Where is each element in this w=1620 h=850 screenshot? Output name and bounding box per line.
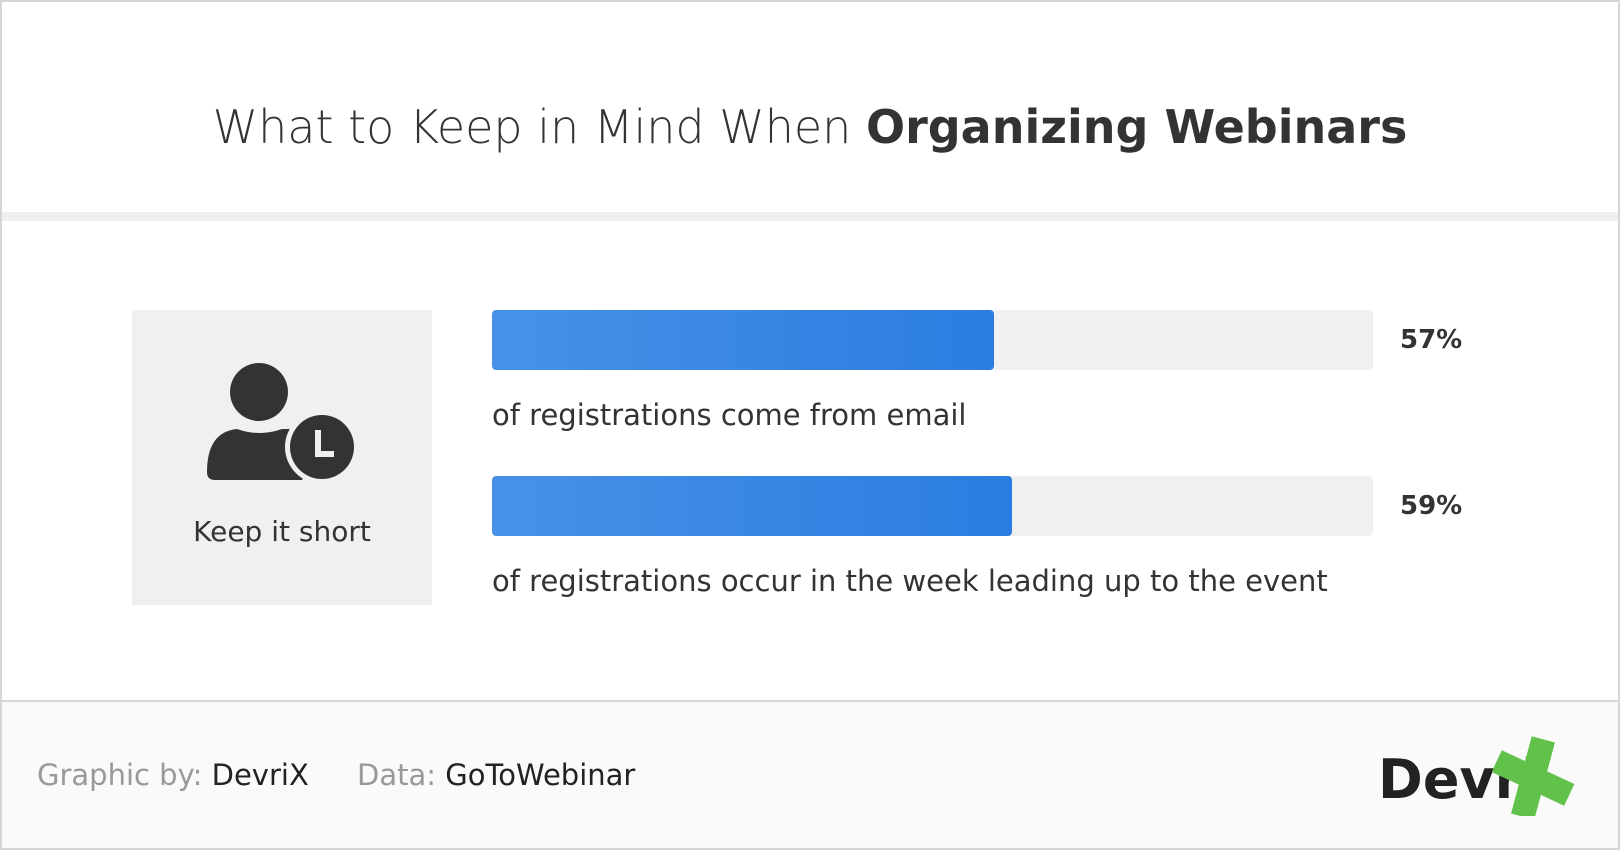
- tip-card: Keep it short: [132, 310, 432, 605]
- graphic-credit-key: Graphic by:: [37, 758, 203, 792]
- data-credit: Data: GoToWebinar: [357, 758, 635, 792]
- bar-value-label: 57%: [1400, 325, 1463, 355]
- data-credit-key: Data:: [357, 758, 437, 792]
- bar-category-label: of registrations occur in the week leadi…: [492, 564, 1328, 598]
- bar-track: [492, 476, 1373, 536]
- card-label: Keep it short: [193, 515, 371, 548]
- title-bold: Organizing Webinars: [865, 100, 1408, 154]
- bar-track: [492, 310, 1373, 370]
- user-clock-icon: [207, 363, 357, 482]
- bar-category-label: of registrations come from email: [492, 398, 967, 432]
- bar-value-label: 59%: [1400, 491, 1463, 521]
- devrix-logo: Devri: [1378, 736, 1575, 816]
- footer: [2, 700, 1618, 848]
- graphic-credit-value: DevriX: [211, 758, 309, 792]
- page-title: What to Keep in Mind When Organizing Web…: [0, 100, 1620, 154]
- data-credit-value: GoToWebinar: [445, 758, 636, 792]
- title-regular: What to Keep in Mind When: [212, 100, 866, 154]
- bar-fill: [492, 476, 1012, 536]
- graphic-credit: Graphic by: DevriX: [37, 758, 309, 792]
- divider: [2, 212, 1618, 221]
- bar-fill: [492, 310, 995, 370]
